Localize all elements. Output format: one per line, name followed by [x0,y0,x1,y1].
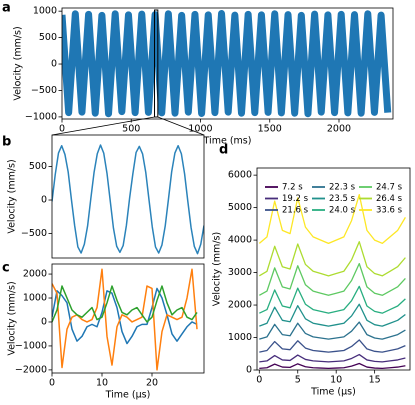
y-tick-label: 1000 [33,6,57,17]
series-line [52,285,198,323]
y-tick-label: 2000 [228,300,252,311]
plot-area [258,193,406,370]
x-tick-label: 10 [330,375,342,386]
series-line [52,268,198,371]
axes-frame [51,263,205,374]
y-tick-label: 0 [41,195,47,206]
zoom-connector [157,116,205,136]
y-tick-label: −2000 [15,364,47,375]
axes-frame [61,7,394,120]
y-tick-label: 6000 [228,170,252,181]
series-line [259,339,406,353]
x-tick-label: 0 [59,124,65,135]
y-tick-label: 0 [51,59,57,70]
series-line [259,303,406,327]
y-tick-label: −500 [31,85,57,96]
series-line [259,321,406,340]
y-axis-label: Velocity (mm/s) [212,232,223,306]
y-tick-label: 500 [39,32,57,43]
series-line [259,285,406,314]
legend-label: 22.3 s [329,183,356,193]
y-tick-label: 1000 [23,293,47,304]
x-axis-label: Time (μs) [105,390,151,401]
x-tick-label: 2000 [327,124,351,135]
panel-label: d [219,143,228,158]
series-line [259,353,406,363]
panel-label: b [2,135,11,150]
y-tick-label: −1000 [25,111,57,122]
legend-label: 24.7 s [376,183,403,193]
zoom-connector [51,116,155,136]
series-line [52,287,198,345]
y-axis-label: Velocity (mm/s) [13,26,24,100]
panel-label: c [2,261,10,276]
plot-area [62,10,392,118]
y-tick-label: 0 [41,316,47,327]
y-axis-label: Velocity (mm/s) [7,281,18,355]
series-line [258,241,406,277]
legend-label: 7.2 s [282,183,303,193]
y-tick-label: 4000 [228,235,252,246]
panel-label: a [2,1,11,16]
axes-frame [51,134,205,259]
y-tick-label: 5000 [228,202,252,213]
legend-label: 33.6 s [376,206,403,216]
x-tick-label: 10 [96,378,108,389]
legend-label: 23.5 s [329,194,356,204]
legend-label: 26.4 s [376,194,403,204]
x-tick-label: 1500 [258,124,282,135]
x-tick-label: 500 [122,124,140,135]
plot-area [52,268,198,371]
y-tick-label: 1000 [228,332,252,343]
axes-frame [256,167,411,371]
x-axis-label: Time (μs) [310,387,356,398]
series-line [258,193,406,244]
y-tick-label: 2000 [23,269,47,280]
x-tick-label: 5 [295,375,301,386]
y-axis-label: Velocity (mm/s) [7,159,18,233]
y-tick-label: 3000 [228,267,252,278]
legend-label: 21.6 s [282,206,309,216]
series-line [52,144,204,255]
y-tick-label: 500 [29,161,47,172]
series-line [62,10,392,118]
plot-area [52,144,204,255]
series-line [258,262,406,296]
x-tick-label: 20 [146,378,158,389]
y-tick-label: −1000 [15,340,47,351]
legend-label: 19.2 s [282,194,309,204]
y-tick-label: 0 [246,365,252,376]
legend-label: 24.0 s [329,206,356,216]
x-tick-label: 0 [256,375,262,386]
series-line [259,362,406,370]
x-tick-label: 15 [369,375,381,386]
y-tick-label: −500 [21,228,47,239]
x-tick-label: 1000 [188,124,212,135]
x-tick-label: 0 [49,378,55,389]
highlight-box [154,9,159,118]
x-axis-label: Time (ms) [203,136,252,147]
